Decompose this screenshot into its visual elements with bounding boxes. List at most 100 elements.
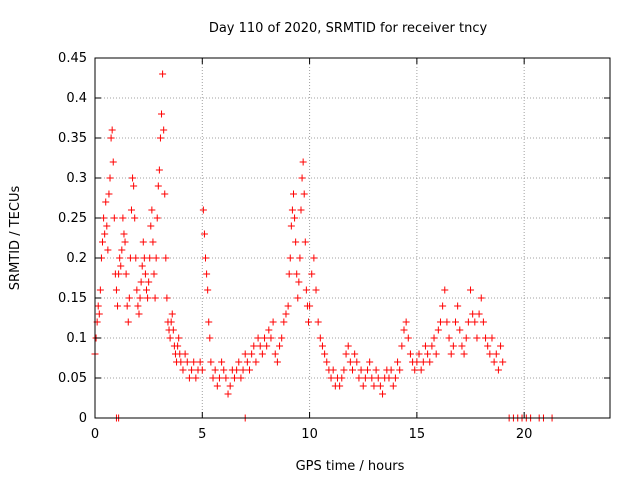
- data-point: [261, 334, 269, 342]
- data-point: [121, 238, 129, 246]
- data-point: [213, 382, 221, 390]
- data-point: [458, 342, 466, 350]
- data-point: [105, 190, 113, 198]
- data-point: [167, 318, 175, 326]
- data-point: [406, 350, 414, 358]
- data-point: [499, 358, 507, 366]
- data-point: [492, 350, 500, 358]
- data-point: [144, 294, 152, 302]
- data-point: [230, 374, 238, 382]
- data-point: [432, 350, 440, 358]
- data-point: [302, 286, 310, 294]
- data-point: [477, 294, 485, 302]
- data-point: [294, 294, 302, 302]
- data-point: [109, 158, 117, 166]
- data-point: [346, 358, 354, 366]
- data-point: [117, 262, 125, 270]
- data-point: [467, 286, 475, 294]
- data-point: [166, 334, 174, 342]
- y-tick-label: 0.45: [58, 51, 87, 66]
- data-point: [239, 366, 247, 374]
- data-point: [100, 214, 108, 222]
- data-point: [149, 238, 157, 246]
- data-point: [479, 318, 487, 326]
- data-point: [145, 278, 153, 286]
- data-point: [226, 382, 234, 390]
- y-tick-label: 0.1: [66, 331, 87, 346]
- data-point: [273, 358, 281, 366]
- data-point: [135, 310, 143, 318]
- data-point: [202, 254, 210, 262]
- data-point: [402, 318, 410, 326]
- data-point: [110, 214, 118, 222]
- data-point: [148, 206, 156, 214]
- data-point: [374, 374, 382, 382]
- data-point: [96, 286, 104, 294]
- data-point: [351, 350, 359, 358]
- data-point: [152, 254, 160, 262]
- data-point: [415, 350, 423, 358]
- data-point: [357, 366, 365, 374]
- data-point: [224, 390, 232, 398]
- data-point: [136, 294, 144, 302]
- data-point: [174, 342, 182, 350]
- data-point: [222, 374, 230, 382]
- data-point: [102, 198, 110, 206]
- data-point: [394, 358, 402, 366]
- data-point: [203, 270, 211, 278]
- data-point: [297, 206, 305, 214]
- data-point: [471, 318, 479, 326]
- data-point: [338, 374, 346, 382]
- data-point: [353, 358, 361, 366]
- data-point: [280, 318, 288, 326]
- data-point: [428, 342, 436, 350]
- y-tick-label: 0.05: [58, 371, 87, 386]
- data-point: [183, 358, 191, 366]
- data-point: [366, 358, 374, 366]
- data-point: [130, 182, 138, 190]
- axis-ticks: 0 0.05 0.1 0.15 0.2 0.25 0.3 0.35 0.4 0.45 0 5 10 15 2…: [58, 51, 610, 442]
- data-point: [497, 342, 505, 350]
- data-point: [413, 358, 421, 366]
- data-point: [154, 182, 162, 190]
- data-point: [256, 342, 264, 350]
- data-point: [284, 302, 292, 310]
- data-point: [436, 318, 444, 326]
- x-axis-label: GPS time / hours: [296, 459, 405, 474]
- data-point: [299, 158, 307, 166]
- data-point: [158, 110, 166, 118]
- data-point: [361, 374, 369, 382]
- data-point: [258, 350, 266, 358]
- data-point: [318, 342, 326, 350]
- data-point: [241, 350, 249, 358]
- data-point: [424, 350, 432, 358]
- data-point: [138, 262, 146, 270]
- data-point: [376, 382, 384, 390]
- plot-frame: [94, 57, 611, 419]
- y-tick-label: 0.2: [66, 251, 87, 266]
- data-point: [312, 286, 320, 294]
- data-point: [430, 334, 438, 342]
- data-point: [179, 366, 187, 374]
- data-point: [447, 350, 455, 358]
- data-point: [206, 334, 214, 342]
- data-point: [460, 350, 468, 358]
- data-point: [359, 382, 367, 390]
- data-point: [456, 326, 464, 334]
- data-point: [177, 358, 185, 366]
- data-point: [99, 238, 107, 246]
- data-point: [398, 342, 406, 350]
- data-point: [108, 126, 116, 134]
- data-point: [490, 358, 498, 366]
- data-point: [252, 358, 260, 366]
- data-point: [204, 286, 212, 294]
- y-tick-label: 0.35: [58, 131, 87, 146]
- data-point: [254, 334, 262, 342]
- data-point: [101, 230, 109, 238]
- data-point: [342, 350, 350, 358]
- data-point: [271, 350, 279, 358]
- data-point: [379, 390, 387, 398]
- data-point: [287, 222, 295, 230]
- data-point: [445, 334, 453, 342]
- data-point: [125, 294, 133, 302]
